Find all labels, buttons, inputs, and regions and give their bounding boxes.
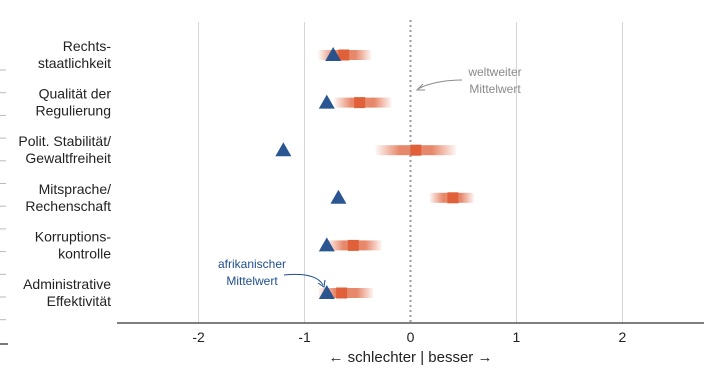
- category-labels: Rechts-staatlichkeit Qualität der Regulier…: [18, 38, 111, 309]
- x-tick-label: 1: [513, 329, 521, 345]
- world-mean-label-line1: weltweiter: [467, 65, 521, 79]
- x-tick-label: -1: [298, 329, 311, 345]
- x-tick-label: 0: [407, 329, 415, 345]
- triangle-marker: [318, 285, 335, 299]
- africa-mean-label-line2: Mittelwert: [226, 274, 278, 288]
- category-label: Mitsprache/Rechenschaft: [25, 181, 111, 214]
- range-bars: [318, 50, 475, 298]
- world-mean-annotation: weltweiter Mittelwert: [415, 65, 522, 96]
- square-marker: [347, 239, 359, 251]
- triangle-marker: [275, 142, 292, 157]
- category-label: Korruptions-kontrolle: [35, 228, 112, 261]
- x-tick-label: 2: [619, 329, 627, 345]
- triangle-marker: [318, 94, 335, 109]
- data-markers: [275, 47, 459, 299]
- world-mean-arrow: [417, 79, 463, 90]
- category-label: Polit. Stabilität/Gewaltfreiheit: [18, 133, 111, 166]
- category-label: Qualität der Regulierung: [36, 86, 112, 119]
- square-marker: [410, 144, 422, 156]
- grid-lines: [0, 22, 623, 345]
- category-label: Administrative Effektivität: [23, 276, 111, 309]
- world-mean-arrowhead: [415, 83, 425, 91]
- x-tick-label: -2: [192, 329, 205, 345]
- square-marker: [338, 49, 350, 61]
- x-axis: -2 -1 0 1 2 ← schlechter | besser →: [117, 322, 704, 366]
- world-mean-label-line2: Mittelwert: [469, 82, 521, 96]
- category-label: Rechts-staatlichkeit: [38, 38, 111, 71]
- square-marker: [354, 97, 366, 109]
- triangle-marker: [330, 189, 347, 204]
- africa-mean-annotation: afrikanischer Mittelwert: [218, 257, 326, 288]
- africa-mean-arrowhead: [317, 279, 326, 288]
- africa-mean-label-line1: afrikanischer: [218, 257, 286, 271]
- triangle-marker: [318, 237, 335, 252]
- africa-mean-arrow: [283, 273, 324, 286]
- square-marker: [447, 192, 459, 204]
- x-axis-title: ← schlechter | besser →: [329, 349, 493, 366]
- triangle-marker: [325, 47, 342, 61]
- square-marker: [336, 287, 348, 299]
